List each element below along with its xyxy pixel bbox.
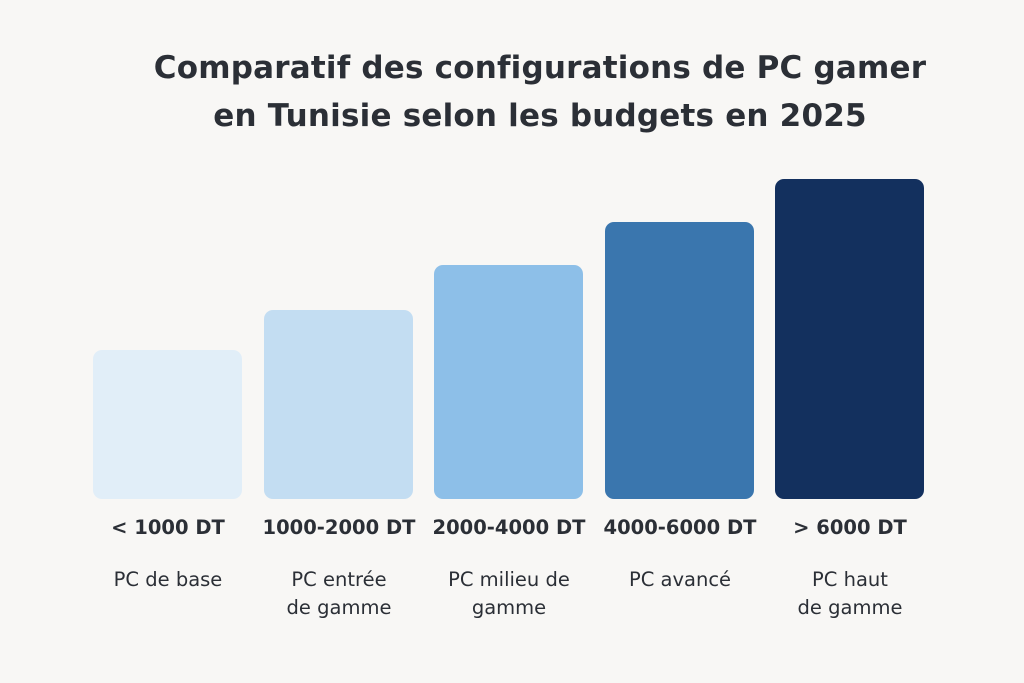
chart-title-line-2: en Tunisie selon les budgets en 2025 [213,98,867,134]
category-label-5: > 6000 DT [793,516,907,539]
bar-2 [264,310,413,499]
bar-3 [434,265,583,499]
category-description-3-line-2: gamme [471,596,547,619]
category-description-4-line-1: PC avancé [628,568,732,591]
category-description-4: PC avancé [595,566,765,594]
category-description-2-line-1: PC entrée [291,568,387,591]
bar-4 [605,222,754,499]
chart-title: Comparatif des configurations de PC game… [0,44,1024,140]
bar-1 [93,350,242,499]
category-label-4: 4000-6000 DT [603,516,757,539]
category-description-2: PC entrée de gamme [254,566,424,622]
category-description-5: PC haut de gamme [765,566,935,622]
bar-5 [775,179,924,499]
category-label-3: 2000-4000 DT [432,516,586,539]
category-description-5-line-2: de gamme [797,596,903,619]
chart-title-line-1: Comparatif des configurations de PC game… [153,50,927,86]
category-label-1: < 1000 DT [111,516,225,539]
category-description-3-line-1: PC milieu de [448,568,570,591]
category-description-3: PC milieu de gamme [424,566,594,622]
category-label-2: 1000-2000 DT [262,516,416,539]
category-description-2-line-2: de gamme [286,596,392,619]
category-description-1: PC de base [83,566,253,594]
category-description-1-line-1: PC de base [113,568,223,591]
category-description-5-line-1: PC haut [812,568,888,591]
